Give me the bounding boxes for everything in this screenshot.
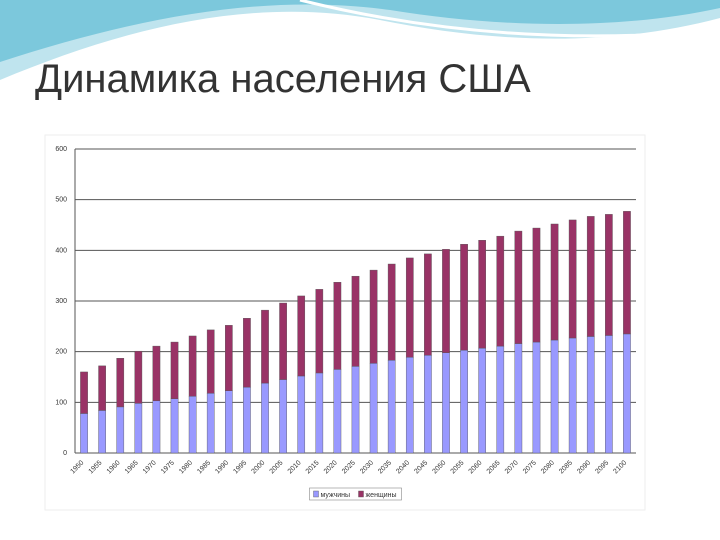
bar-segment xyxy=(170,398,179,454)
bar-segment xyxy=(460,349,468,454)
bar-segment xyxy=(405,257,414,358)
bar-segment xyxy=(532,227,541,343)
bar-segment xyxy=(369,363,378,454)
bar-segment xyxy=(206,393,215,454)
bar-segment xyxy=(134,350,143,404)
bar-segment xyxy=(116,358,125,408)
bar-segment xyxy=(279,379,287,454)
legend-box xyxy=(309,487,402,501)
legend-swatch xyxy=(313,490,319,498)
bar-segment xyxy=(297,375,306,454)
bar-segment xyxy=(478,239,486,349)
bar-segment xyxy=(261,309,269,384)
bar-segment xyxy=(333,282,342,370)
bar-segment xyxy=(568,219,577,339)
bar-segment xyxy=(478,347,486,454)
legend-swatch xyxy=(358,490,364,498)
bar-segment xyxy=(532,341,541,454)
bar-segment xyxy=(387,263,396,361)
bar-segment xyxy=(243,318,251,388)
bar-segment xyxy=(496,235,505,347)
bar-segment xyxy=(623,333,631,454)
bar-segment xyxy=(315,289,324,374)
bar-segment xyxy=(424,355,432,454)
bar-segment xyxy=(206,329,215,394)
bar-segment xyxy=(405,357,414,454)
bar-segment xyxy=(80,413,88,454)
bar-segment xyxy=(605,335,613,454)
bar-segment xyxy=(514,343,523,454)
bar-segment xyxy=(568,337,577,454)
bar-segment xyxy=(351,366,360,454)
y-tick-label: 500 xyxy=(55,197,67,204)
bar-segment xyxy=(586,336,595,454)
header-line xyxy=(299,0,720,38)
y-tick-label: 0 xyxy=(63,450,67,457)
bar-segment xyxy=(225,325,233,391)
bar-segment xyxy=(442,352,450,454)
bar-segment xyxy=(152,345,161,402)
bar-segment xyxy=(496,345,505,454)
bar-segment xyxy=(225,390,233,454)
chart-area xyxy=(44,134,646,511)
bar-segment xyxy=(116,406,125,454)
bar-segment xyxy=(351,275,360,367)
bar-segment xyxy=(80,371,88,414)
legend-label: мужчины xyxy=(321,492,351,499)
bar-segment xyxy=(550,223,559,341)
y-tick-label: 100 xyxy=(55,399,67,406)
bar-segment xyxy=(188,396,197,454)
y-tick-label: 300 xyxy=(55,298,67,305)
y-tick-label: 600 xyxy=(55,146,67,153)
bar-segment xyxy=(460,244,468,351)
bar-segment xyxy=(170,341,179,399)
bar-segment xyxy=(586,216,595,337)
bar-segment xyxy=(424,253,432,356)
bar-segment xyxy=(279,302,287,380)
bar-segment xyxy=(514,230,523,344)
slide-title: Динамика населения США xyxy=(35,57,531,101)
bar-segment xyxy=(442,249,450,353)
bar-segment xyxy=(315,372,324,454)
bar-segment xyxy=(623,211,631,335)
bar-segment xyxy=(188,335,197,397)
bar-segment xyxy=(261,382,269,454)
bar-segment xyxy=(98,365,106,411)
header-wave-dark xyxy=(0,0,720,62)
bar-segment xyxy=(98,410,106,454)
bar-segment xyxy=(605,214,613,336)
bar-segment xyxy=(152,400,161,454)
legend-label: женщины xyxy=(366,492,397,499)
bar-segment xyxy=(297,295,306,377)
bar-segment xyxy=(550,339,559,454)
bar-segment xyxy=(387,360,396,454)
bar-segment xyxy=(134,403,143,454)
y-tick-label: 200 xyxy=(55,349,67,356)
y-tick-label: 400 xyxy=(55,247,67,254)
bar-segment xyxy=(243,386,251,454)
bar-segment xyxy=(333,369,342,454)
bar-segment xyxy=(369,269,378,364)
